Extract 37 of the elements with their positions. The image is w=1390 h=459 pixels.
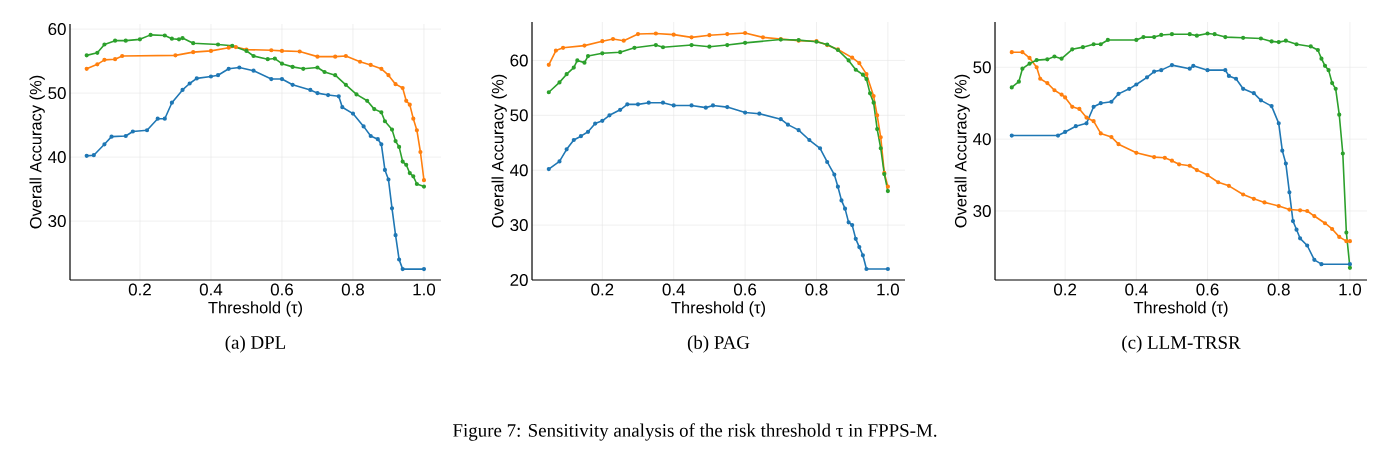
x-tick-label: 0.2 <box>591 283 614 296</box>
y-tick-label: 40 <box>510 164 528 177</box>
y-axis-title: Overall Accuracy (%) <box>29 75 45 229</box>
x-tick-label: 0.8 <box>1267 283 1290 296</box>
x-tick-label: 0.6 <box>270 283 293 296</box>
x-tick-label: 0.2 <box>128 283 151 296</box>
y-tick-label: 60 <box>510 54 528 67</box>
y-tick-label: 40 <box>973 133 991 146</box>
text: (b) PAG <box>687 335 750 353</box>
x-tick-label: 0.8 <box>805 283 828 296</box>
y-tick-label: 50 <box>48 87 66 100</box>
x-tick-label: 0.6 <box>733 283 757 296</box>
text: (c) LLM-TRSR <box>1122 335 1241 353</box>
caption: Figure 7: Sensitivity analysis of the risk threshold τ in FPPS-M. <box>453 423 937 441</box>
x-tick-label: 0.8 <box>341 283 364 296</box>
x-axis-title: Threshold (τ) <box>671 301 766 317</box>
x-axis-title: Threshold (τ) <box>208 301 303 317</box>
x-tick-label: 1.0 <box>413 283 436 296</box>
x-tick-label: 0.4 <box>1125 283 1148 296</box>
x-tick-label: 1.0 <box>1339 283 1362 296</box>
y-tick-label: 20 <box>510 274 528 286</box>
x-tick-label: 0.4 <box>199 283 223 296</box>
y-tick-label: 30 <box>973 205 991 218</box>
text: (a) DPL <box>225 335 286 353</box>
y-tick-label: 40 <box>48 151 66 164</box>
x-axis-title: Threshold (τ) <box>1133 301 1228 317</box>
y-tick-label: 50 <box>510 109 528 122</box>
y-tick-label: 50 <box>973 61 991 74</box>
y-tick-label: 30 <box>48 215 66 228</box>
y-axis-title: Overall Accuracy (%) <box>491 74 507 228</box>
x-tick-label: 1.0 <box>877 283 899 296</box>
y-axis-title: Overall Accuracy (%) <box>954 74 970 228</box>
y-tick-label: 30 <box>510 219 528 232</box>
x-tick-label: 0.6 <box>1196 283 1219 296</box>
x-tick-label: 0.2 <box>1054 283 1077 296</box>
x-tick-label: 0.4 <box>662 283 685 296</box>
y-tick-label: 60 <box>48 23 66 36</box>
